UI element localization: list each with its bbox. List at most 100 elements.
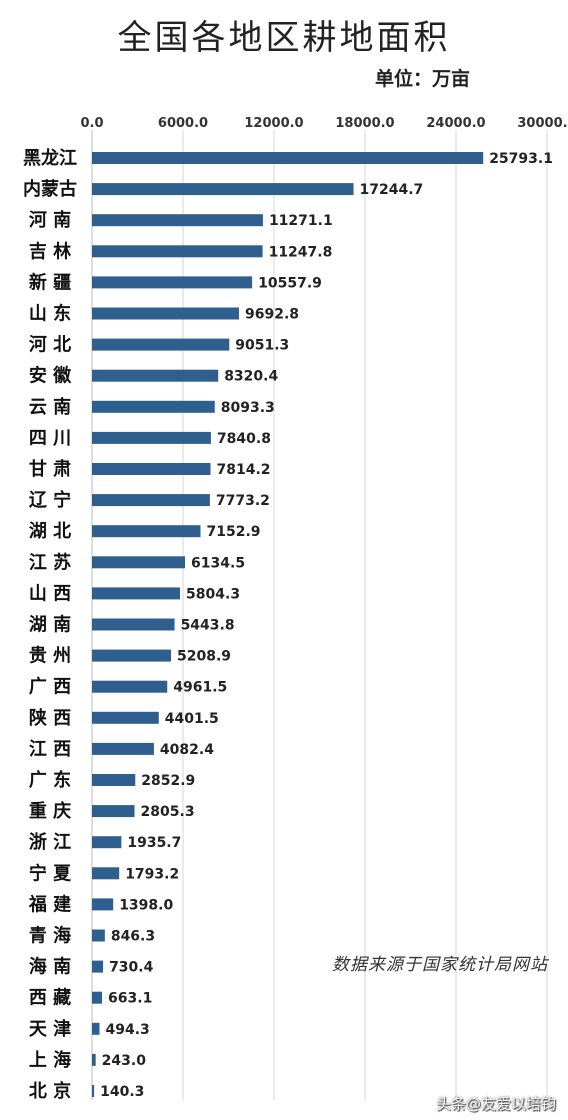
- value-label: 2805.3: [141, 804, 195, 820]
- value-label: 11271.1: [269, 213, 333, 229]
- bar: [92, 587, 181, 600]
- value-labels: 25793.1 17244.7 11271.1 11247.8 10557.9 9692.…: [100, 151, 553, 1100]
- value-label: 243.0: [102, 1053, 147, 1069]
- value-label: 25793.1: [489, 151, 553, 167]
- bar: [92, 400, 215, 413]
- value-label: 846.3: [111, 929, 155, 945]
- bar: [92, 774, 136, 786]
- value-label: 1793.2: [125, 866, 179, 882]
- value-label: 4961.5: [173, 680, 227, 696]
- bar: [92, 1053, 96, 1066]
- category-label: 福 建: [28, 893, 71, 915]
- bar: [92, 711, 159, 724]
- value-label: 9051.3: [235, 338, 289, 354]
- watermark: 头条@友爱以培钧: [435, 1095, 556, 1113]
- bar: [92, 525, 201, 538]
- category-label: 内蒙古: [23, 178, 77, 200]
- value-label: 140.3: [100, 1084, 144, 1100]
- bar: [92, 618, 175, 631]
- category-label: 浙 江: [29, 831, 71, 853]
- bar: [92, 276, 253, 289]
- bar: [92, 214, 263, 227]
- category-label: 湖 南: [29, 614, 71, 636]
- value-label: 8320.4: [224, 369, 278, 385]
- value-label: 663.1: [108, 991, 152, 1007]
- bar: [92, 245, 263, 258]
- value-label: 8093.3: [221, 400, 275, 416]
- bar: [92, 929, 105, 942]
- bar: [92, 152, 484, 164]
- category-label: 陕 西: [29, 707, 71, 729]
- value-label: 11247.8: [269, 244, 333, 260]
- bar: [92, 494, 210, 507]
- category-label: 广 东: [29, 769, 71, 791]
- category-label: 江 西: [29, 739, 71, 760]
- value-label: 7840.8: [217, 431, 271, 447]
- category-label: 海 南: [29, 956, 71, 978]
- value-label: 4401.5: [165, 711, 219, 727]
- value-label: 7152.9: [206, 524, 260, 540]
- category-label: 江 苏: [29, 551, 71, 573]
- x-tick-label: 18000.0: [335, 116, 394, 131]
- category-label: 四 川: [29, 428, 71, 449]
- bar: [92, 836, 122, 849]
- value-label: 6134.5: [191, 555, 245, 571]
- source-note: 数据来源于国家统计局网站: [332, 955, 548, 975]
- bar: [92, 369, 219, 382]
- x-tick-label: 12000.0: [244, 116, 303, 131]
- x-tick-label: 30000.0: [517, 116, 568, 131]
- category-label: 天 津: [29, 1018, 71, 1040]
- value-label: 494.3: [105, 1022, 149, 1038]
- value-label: 730.4: [109, 960, 154, 976]
- value-label: 7773.2: [216, 493, 270, 509]
- category-label: 上 海: [29, 1049, 71, 1071]
- bar: [92, 991, 103, 1004]
- category-label: 黑龙江: [23, 147, 77, 169]
- bar: [92, 556, 186, 569]
- category-label: 云 南: [29, 396, 71, 418]
- bar: [92, 960, 104, 973]
- value-label: 5804.3: [186, 586, 240, 602]
- category-label: 广 西: [29, 676, 71, 698]
- value-label: 5208.9: [177, 649, 231, 665]
- category-label: 贵 州: [29, 646, 71, 667]
- bar: [92, 338, 230, 351]
- category-label: 西 藏: [29, 988, 71, 1009]
- bar: [92, 183, 354, 196]
- value-label: 9692.8: [245, 307, 299, 323]
- value-label: 1935.7: [127, 835, 181, 851]
- bar: [92, 1085, 95, 1097]
- unit-label: 单位：万亩: [374, 68, 470, 90]
- category-label: 甘 肃: [29, 458, 71, 480]
- x-tick-label: 6000.0: [158, 116, 208, 131]
- category-label: 北 京: [29, 1080, 71, 1102]
- category-label: 新 疆: [29, 271, 71, 293]
- category-label: 山 东: [29, 303, 71, 325]
- x-tick-label: 24000.0: [426, 116, 485, 131]
- bar: [92, 680, 168, 693]
- value-label: 10557.9: [258, 275, 322, 291]
- bar: [92, 742, 154, 755]
- bar: [92, 805, 135, 818]
- value-label: 5443.8: [181, 618, 235, 634]
- bars: [92, 152, 484, 1097]
- value-label: 7814.2: [217, 462, 271, 478]
- bar: [92, 431, 211, 444]
- category-label: 河 南: [29, 209, 71, 231]
- bar: [92, 463, 211, 475]
- category-label: 安 徽: [29, 365, 72, 387]
- category-label: 青 海: [29, 925, 71, 947]
- category-label: 湖 北: [29, 521, 71, 542]
- bar: [92, 898, 114, 911]
- category-label: 河 北: [29, 335, 71, 356]
- bar: [92, 867, 120, 880]
- category-label: 宁 夏: [29, 862, 72, 884]
- value-label: 2852.9: [141, 773, 195, 789]
- category-label: 山 西: [29, 583, 71, 604]
- value-label: 4082.4: [160, 742, 214, 758]
- value-label: 1398.0: [119, 897, 173, 913]
- bar: [92, 649, 172, 662]
- chart-title: 全国各地区耕地面积: [117, 18, 451, 58]
